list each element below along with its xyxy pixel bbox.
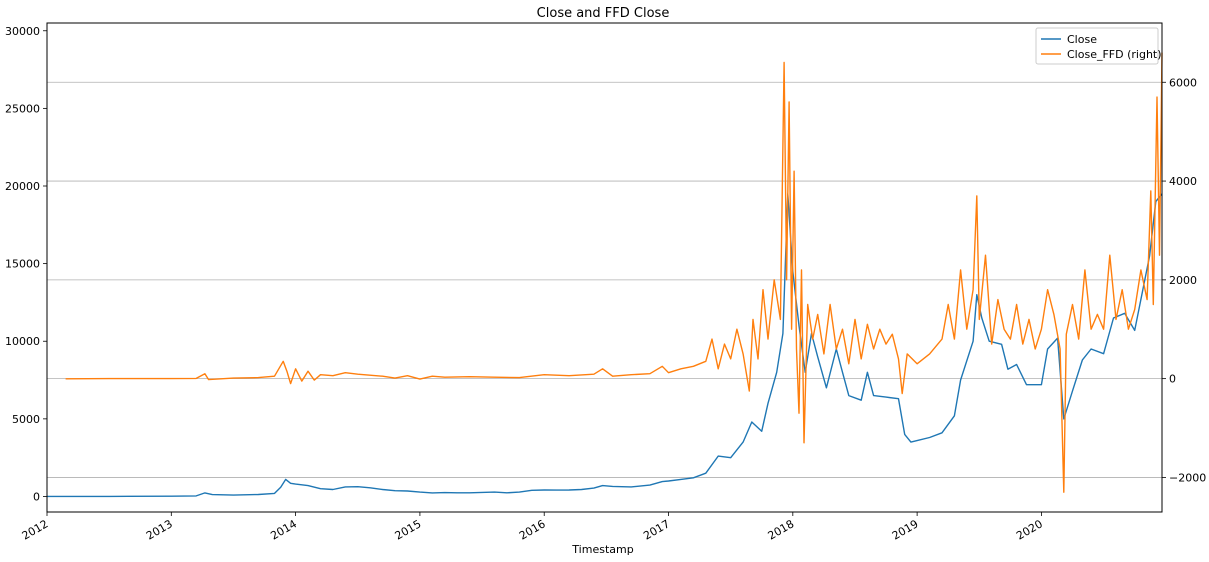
legend: Close Close_FFD (right) xyxy=(1035,27,1162,65)
x-tick-label: 2014 xyxy=(268,517,299,542)
x-tick-label: 2019 xyxy=(890,517,921,542)
left-y-tick-label: 30000 xyxy=(5,25,40,38)
x-axis: 2012 2013 2014 2015 2016 2017 2018 2019 2020 xyxy=(20,512,1045,543)
plot-frame xyxy=(46,22,1163,513)
chart-title: Close and FFD Close xyxy=(537,6,670,21)
left-y-tick-label: 20000 xyxy=(5,180,40,193)
right-y-tick-label: −2000 xyxy=(1169,471,1206,484)
x-tick-label: 2015 xyxy=(393,517,424,542)
x-tick-label: 2018 xyxy=(766,517,797,542)
legend-label: Close_FFD (right) xyxy=(1067,48,1162,61)
grid xyxy=(47,81,1162,478)
left-y-tick-label: 0 xyxy=(33,490,40,503)
series-line-close xyxy=(47,193,1163,498)
x-axis-label: Timestamp xyxy=(571,543,633,556)
right-y-tick-label: 6000 xyxy=(1169,76,1197,89)
legend-label: Close xyxy=(1067,33,1097,46)
x-tick-label: 2013 xyxy=(144,517,175,542)
legend-box xyxy=(1035,27,1159,65)
x-tick-label: 2012 xyxy=(20,517,51,542)
right-y-axis: −2000 0 2000 4000 6000 xyxy=(1162,76,1206,484)
series-line-close-ffd-right xyxy=(65,52,1163,493)
left-y-tick-label: 25000 xyxy=(5,102,40,115)
x-tick-label: 2017 xyxy=(641,517,672,542)
left-y-axis: 0 5000 10000 15000 20000 25000 30000 xyxy=(5,25,47,503)
right-y-tick-label: 0 xyxy=(1169,373,1176,386)
right-y-tick-label: 2000 xyxy=(1169,274,1197,287)
left-y-tick-label: 10000 xyxy=(5,335,40,348)
x-tick-label: 2020 xyxy=(1014,517,1045,542)
left-y-tick-label: 5000 xyxy=(12,413,40,426)
left-y-tick-label: 15000 xyxy=(5,258,40,271)
series-group xyxy=(47,52,1163,498)
x-tick-label: 2016 xyxy=(517,517,548,542)
right-y-tick-label: 4000 xyxy=(1169,175,1197,188)
